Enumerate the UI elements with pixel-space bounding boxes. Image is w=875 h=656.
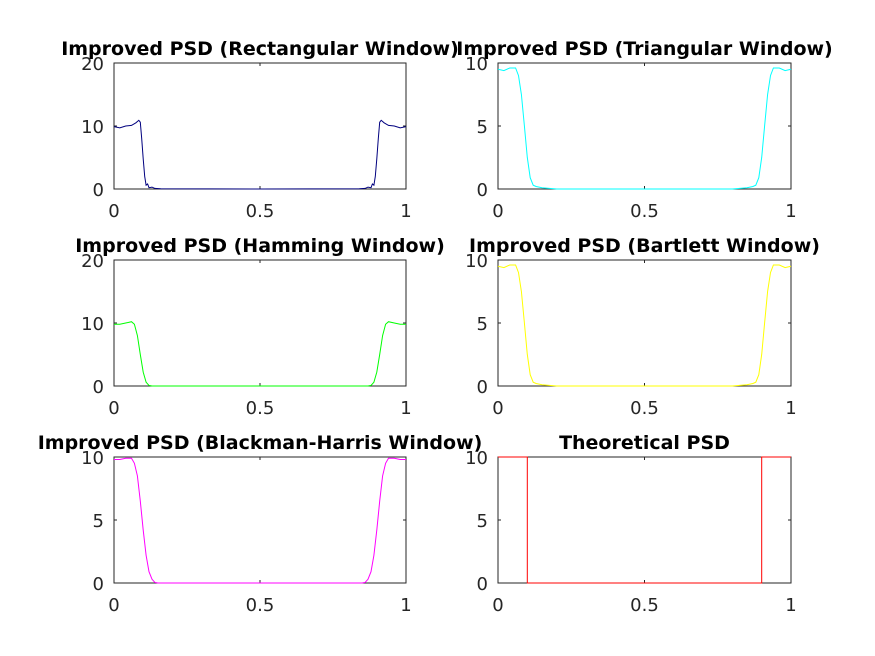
x-tick-label: 0	[108, 398, 119, 419]
y-tick-label: 0	[93, 180, 104, 201]
subplot-1: Improved PSD (Rectangular Window) 0 0.5 10…	[61, 38, 459, 222]
psd-series-line	[497, 67, 792, 190]
x-tick-label: 0.5	[630, 201, 659, 222]
x-tick-label: 0	[492, 201, 503, 222]
psd-series-line	[497, 264, 792, 387]
y-tick-label: 0	[93, 377, 104, 398]
psd-series-line	[114, 321, 406, 387]
y-tick-label: 5	[477, 511, 488, 532]
y-tick-label: 0	[93, 574, 104, 595]
subplot-title: Improved PSD (Rectangular Window)	[61, 38, 459, 60]
x-tick-label: 1	[400, 398, 411, 419]
x-tick-label: 0.5	[630, 595, 659, 616]
y-tick-label: 10	[465, 251, 488, 272]
y-tick-label: 10	[81, 448, 104, 469]
y-tick-label: 0	[477, 180, 488, 201]
axes-box	[113, 259, 407, 387]
subplot-title: Theoretical PSD	[559, 432, 730, 454]
y-tick-label: 5	[477, 314, 488, 335]
y-tick-label: 0	[477, 377, 488, 398]
x-tick-label: 1	[785, 595, 796, 616]
y-tick-label: 10	[465, 448, 488, 469]
axes-box	[113, 62, 407, 190]
psd-series-line	[498, 456, 791, 584]
subplot-title: Improved PSD (Bartlett Window)	[469, 235, 820, 257]
axes-box	[497, 62, 792, 190]
y-tick-label: 10	[81, 314, 104, 335]
psd-series-line	[113, 119, 407, 190]
x-tick-label: 0	[108, 595, 119, 616]
x-tick-label: 1	[785, 398, 796, 419]
axes-box	[497, 456, 792, 584]
y-tick-label: 20	[81, 54, 104, 75]
x-tick-label: 0	[492, 595, 503, 616]
y-tick-label: 5	[93, 511, 104, 532]
subplot-2: Improved PSD (Triangular Window) 0 0.5 105…	[456, 38, 833, 222]
x-tick-label: 0.5	[630, 398, 659, 419]
x-tick-label: 1	[400, 201, 411, 222]
x-tick-label: 0.5	[246, 201, 275, 222]
subplot-title: Improved PSD (Hamming Window)	[75, 235, 445, 257]
y-tick-label: 20	[81, 251, 104, 272]
y-tick-label: 0	[477, 574, 488, 595]
axes-box	[113, 456, 407, 584]
x-tick-label: 0	[108, 201, 119, 222]
y-tick-label: 5	[477, 117, 488, 138]
x-tick-label: 1	[785, 201, 796, 222]
psd-series-line	[114, 457, 406, 584]
subplot-title: Improved PSD (Triangular Window)	[456, 38, 833, 60]
y-tick-label: 10	[465, 54, 488, 75]
y-tick-label: 10	[81, 117, 104, 138]
axes-box	[497, 259, 792, 387]
x-tick-label: 0.5	[246, 595, 275, 616]
x-tick-label: 0	[492, 398, 503, 419]
x-tick-label: 0.5	[246, 398, 275, 419]
subplot-title: Improved PSD (Blackman-Harris Window)	[38, 432, 483, 454]
x-tick-label: 1	[400, 595, 411, 616]
